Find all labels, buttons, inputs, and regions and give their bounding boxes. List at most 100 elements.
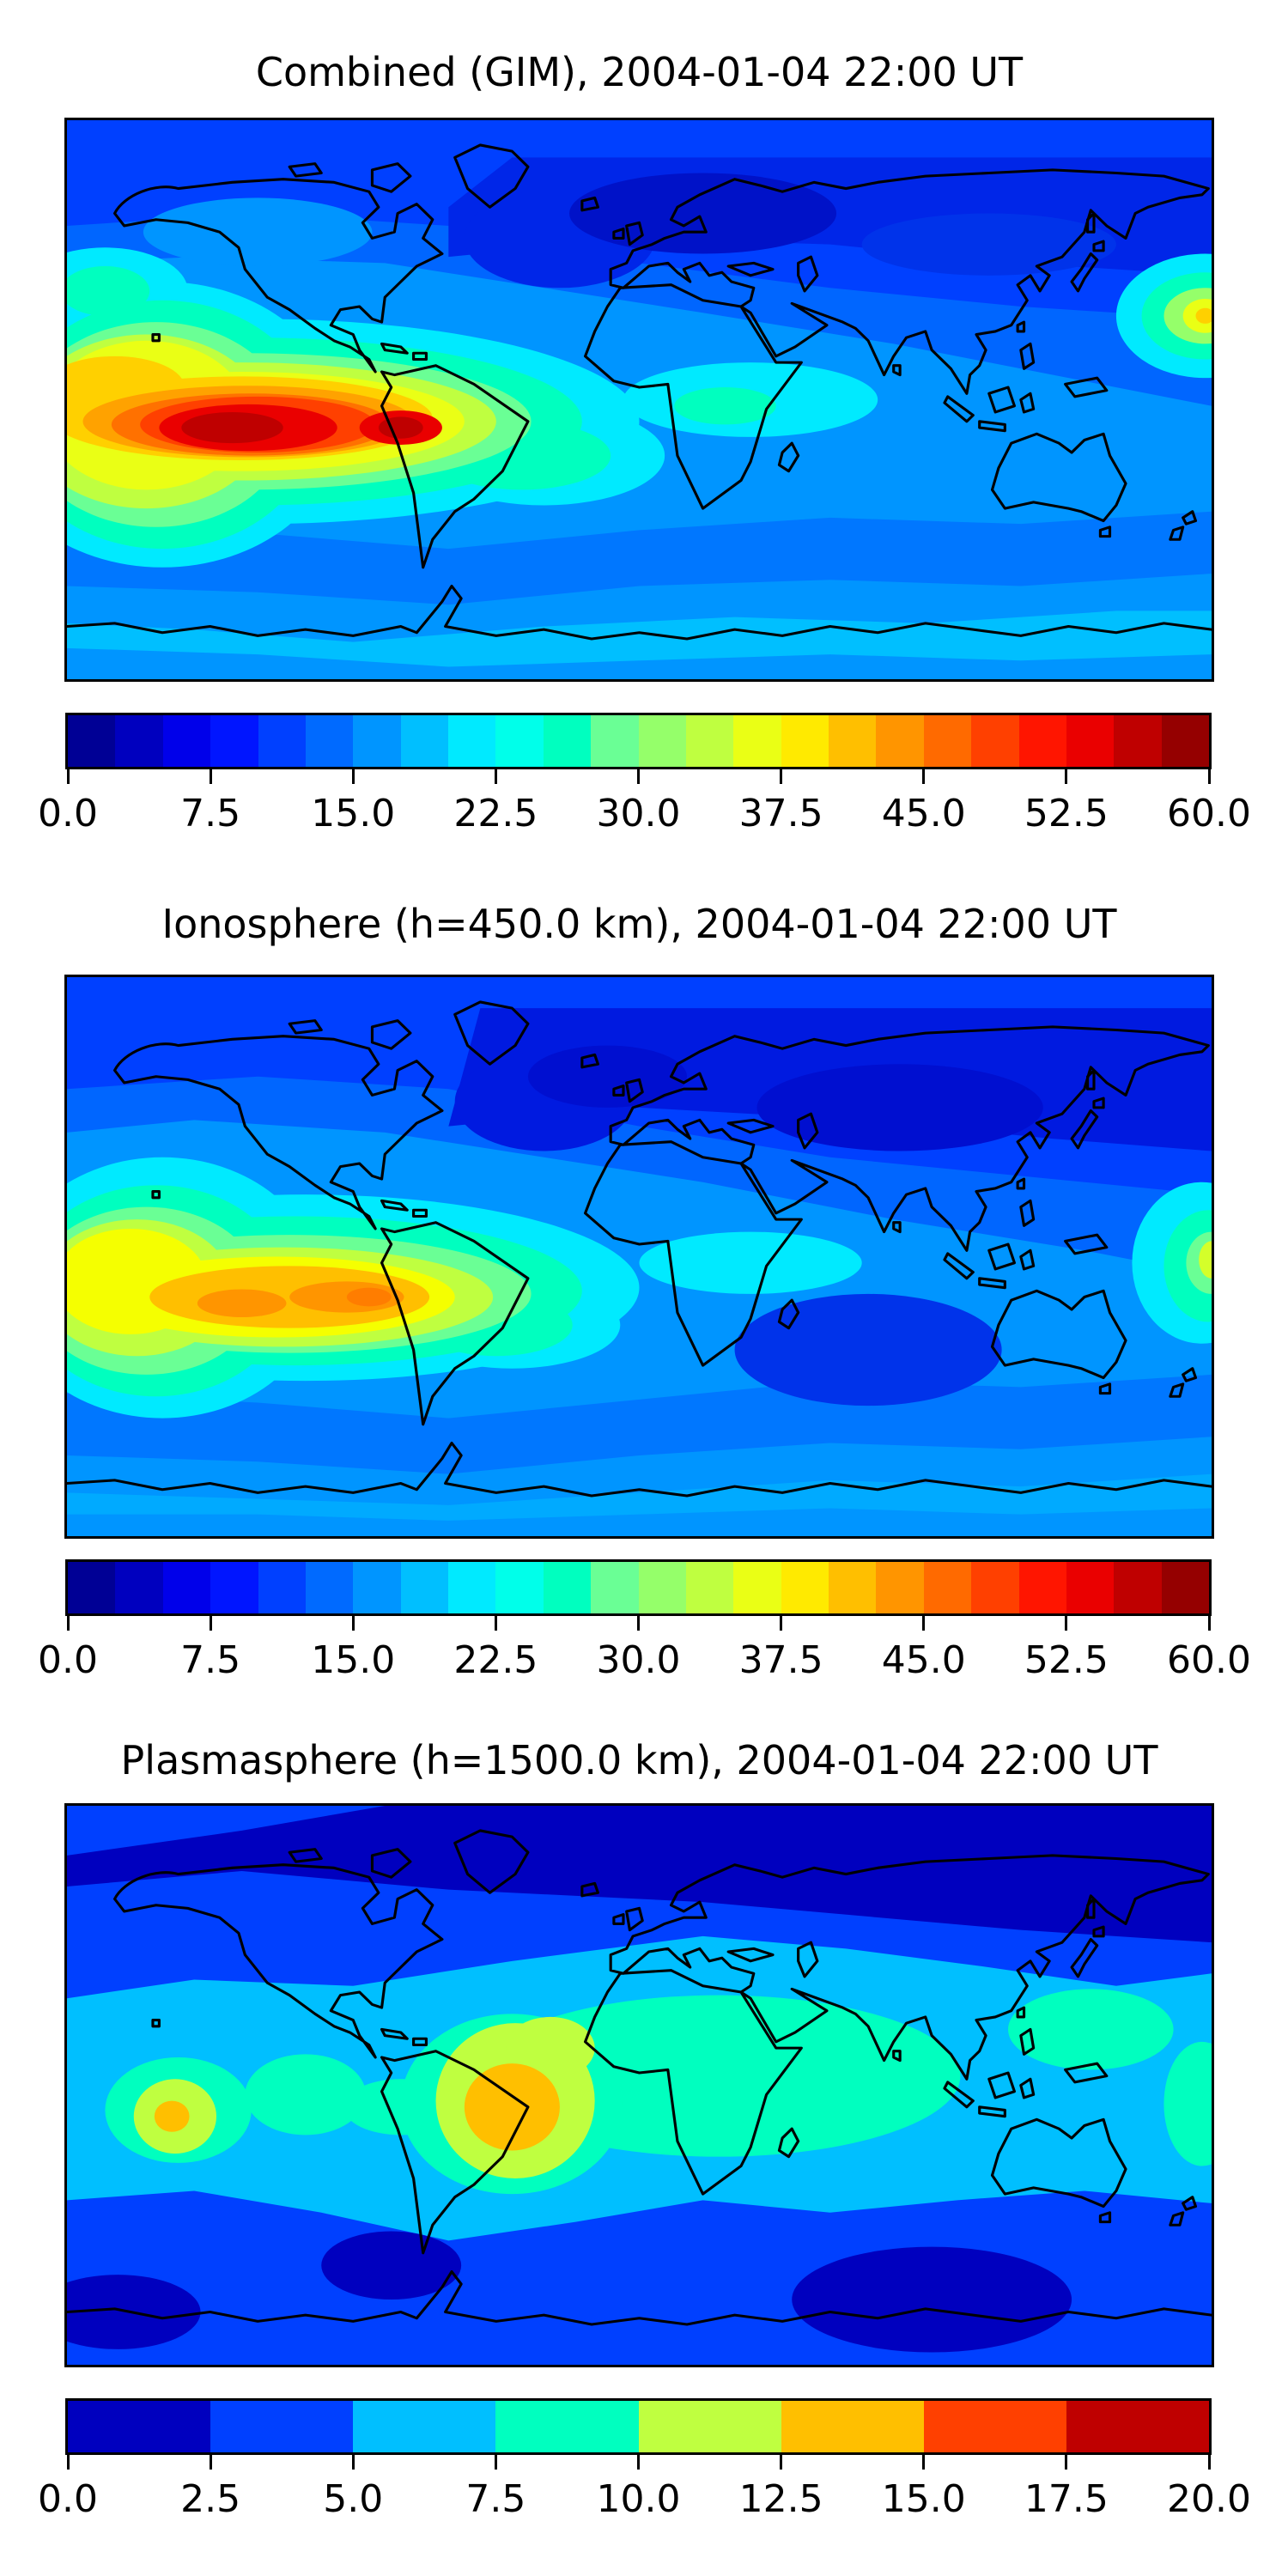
colorbar-tick-mark: [780, 769, 783, 784]
colorbar-tick-label: 15.0: [311, 1638, 396, 1682]
colorbar-segment: [1161, 715, 1209, 767]
colorbar-segment: [210, 2401, 354, 2452]
contour-fill: [505, 2016, 595, 2080]
colorbar-segment: [210, 715, 258, 767]
map-svg: [67, 120, 1212, 679]
colorbar-segment: [591, 1562, 639, 1613]
colorbar-tick-labels: 0.0 7.5 15.0 22.5 30.0 37.5 45.0 52.5 60.0: [38, 1638, 1251, 1685]
colorbar-segment: [115, 1562, 163, 1613]
colorbar-segment: [353, 1562, 401, 1613]
colorbar-tick-label: 0.0: [38, 1638, 98, 1682]
contour-fill: [527, 1045, 688, 1108]
colorbar-segment: [305, 1562, 354, 1613]
colorbar-tick-mark: [494, 769, 497, 784]
contour-fill: [343, 2079, 459, 2136]
colorbar-tick-label: 17.5: [1024, 2477, 1109, 2521]
colorbar-tick-mark: [66, 1616, 70, 1631]
colorbar-segment: [829, 715, 877, 767]
colorbar-segment: [353, 715, 401, 767]
colorbar-segment: [400, 1562, 448, 1613]
colorbar-tick-mark: [922, 769, 926, 784]
contour-fill: [792, 2246, 1072, 2353]
colorbar-tick-label: 12.5: [738, 2477, 823, 2521]
colorbar-segment: [305, 715, 354, 767]
colorbar-tick-mark: [780, 1616, 783, 1631]
contour-fill: [321, 2231, 462, 2300]
colorbar-segment: [685, 715, 734, 767]
colorbar-segment: [258, 715, 306, 767]
colorbar-tick-mark: [66, 2455, 70, 2470]
colorbar-tick-mark: [1065, 1616, 1068, 1631]
colorbar-tick-mark: [66, 769, 70, 784]
colorbar-segment: [971, 715, 1019, 767]
contour-fill: [67, 1473, 1212, 1521]
colorbar-segment: [353, 2401, 496, 2452]
colorbar-segment: [1066, 1562, 1115, 1613]
contour-fill: [674, 387, 776, 425]
page-title: Plasmasphere (h=1500.0 km), 2004-01-04 2…: [120, 1737, 1158, 1783]
colorbar-tick-mark: [922, 1616, 926, 1631]
colorbar-tick-mark: [494, 2455, 497, 2470]
colorbar-tick-mark: [1207, 2455, 1211, 2470]
coastlines-path: [67, 1000, 1212, 1498]
contour-fill: [197, 1289, 287, 1318]
contour-fill: [734, 1293, 1002, 1406]
colorbar-segment: [115, 715, 163, 767]
colorbar-tick-label: 20.0: [1167, 2477, 1251, 2521]
colorbar-tick-mark: [637, 769, 640, 784]
colorbar-segment: [638, 715, 686, 767]
colorbar-tick-label: 52.5: [1024, 792, 1109, 835]
colorbar-segment: [971, 1562, 1019, 1613]
colorbar-tick-label: 30.0: [596, 792, 681, 835]
colorbar-tick-label: 60.0: [1167, 792, 1251, 835]
colorbar-tick-label: 0.0: [38, 792, 98, 835]
contour-fill: [464, 2063, 560, 2151]
colorbar-segment: [448, 1562, 496, 1613]
world-contour-map: [64, 118, 1214, 682]
colorbar-segment: [733, 1562, 781, 1613]
colorbar: [65, 713, 1212, 769]
colorbar-segment: [685, 1562, 734, 1613]
contour-fill: [861, 213, 1116, 276]
colorbar-segment: [543, 715, 592, 767]
colorbar-segment: [638, 1562, 686, 1613]
colorbar-tick-mark: [209, 1616, 212, 1631]
contour-fill: [1163, 2041, 1212, 2166]
colorbar-segment: [781, 715, 829, 767]
colorbar-segment: [495, 1562, 544, 1613]
colorbar-segment: [1114, 715, 1162, 767]
colorbar-segment: [68, 715, 116, 767]
colorbar-segment: [781, 1562, 829, 1613]
colorbar-tick-label: 52.5: [1024, 1638, 1109, 1682]
contour-fill: [378, 416, 423, 439]
colorbar-tick-mark: [1065, 2455, 1068, 2470]
colorbar-tick-mark: [209, 2455, 212, 2470]
colorbar-tick-mark: [209, 769, 212, 784]
colorbar-tick-label: 30.0: [596, 1638, 681, 1682]
colorbar-segment: [68, 1562, 116, 1613]
colorbar-ticks: [66, 769, 1211, 787]
colorbar-tick-label: 37.5: [738, 792, 823, 835]
colorbar-tick-label: 15.0: [311, 792, 396, 835]
colorbar-tick-label: 7.5: [180, 792, 241, 835]
colorbar-tick-mark: [351, 769, 355, 784]
colorbar-tick-mark: [1207, 1616, 1211, 1631]
contour-fill: [181, 411, 283, 444]
colorbar-segment: [258, 1562, 306, 1613]
contour-fill: [1195, 307, 1212, 324]
colorbar-segment: [495, 2401, 639, 2452]
colorbar-tick-mark: [494, 1616, 497, 1631]
map-svg: [67, 977, 1212, 1536]
colorbar-tick-mark: [780, 2455, 783, 2470]
colorbar-segment: [1066, 2401, 1209, 2452]
colorbar-tick-label: 5.0: [323, 2477, 384, 2521]
colorbar-tick-label: 0.0: [38, 2477, 98, 2521]
colorbar-tick-label: 37.5: [738, 1638, 823, 1682]
colorbar-tick-label: 2.5: [180, 2477, 241, 2521]
colorbar-segment: [448, 715, 496, 767]
contour-fill: [639, 1231, 862, 1294]
contour-fill: [245, 2054, 367, 2136]
colorbar: [65, 1559, 1212, 1616]
colorbar-tick-label: 7.5: [180, 1638, 241, 1682]
